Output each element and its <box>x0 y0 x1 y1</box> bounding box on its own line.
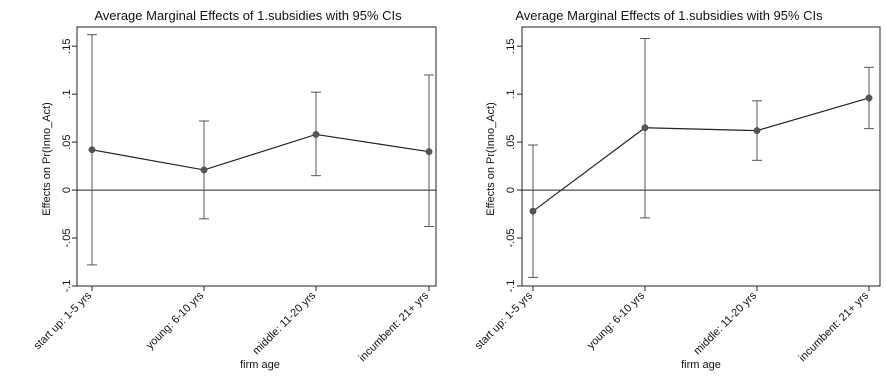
data-point <box>865 94 873 102</box>
data-point <box>88 146 96 154</box>
x-axis-label: firm age <box>681 359 721 371</box>
y-tick-label: 0 <box>505 187 517 193</box>
y-tick-label: -.05 <box>61 229 73 248</box>
chart-title: Average Marginal Effects of 1.subsidies … <box>94 8 402 23</box>
x-axis-label: firm age <box>240 359 280 371</box>
y-tick-label: 0 <box>61 187 73 193</box>
data-point <box>200 166 208 174</box>
chart-right: Average Marginal Effects of 1.subsidies … <box>473 8 881 371</box>
data-point <box>425 148 433 156</box>
y-tick-label: .1 <box>505 90 517 99</box>
plot-area <box>76 26 437 287</box>
y-tick-label: .15 <box>61 39 73 54</box>
plot-marks <box>77 34 436 266</box>
y-axis-label: Effects on Pr(Inno_Act) <box>485 102 497 216</box>
chart-left: Average Marginal Effects of 1.subsidies … <box>32 8 437 371</box>
x-tick-label: middle: 11-20 yrs <box>251 289 319 357</box>
chart-title: Average Marginal Effects of 1.subsidies … <box>515 8 823 23</box>
x-tick-label: start up: 1-5 yrs <box>473 289 536 352</box>
x-axis: start up: 1-5 yrs young: 6-10 yrs middle: … <box>32 286 432 364</box>
y-tick-label: .05 <box>505 134 517 149</box>
series-line <box>91 133 430 171</box>
plot-marks <box>522 38 880 278</box>
series-line <box>532 97 870 212</box>
y-tick-label: -.1 <box>505 280 517 293</box>
y-tick-label: -.1 <box>61 280 73 293</box>
x-tick-label: young: 6-10 yrs <box>144 289 206 351</box>
y-tick-label: .1 <box>61 90 73 99</box>
y-axis: -.1 -.05 0 .05 .1 .15 <box>505 39 522 293</box>
y-tick-label: .05 <box>61 134 73 149</box>
x-tick-label: middle: 11-20 yrs <box>692 289 760 357</box>
x-tick-label: incumbent: 21+ yrs <box>357 289 432 364</box>
y-axis-label: Effects on Pr(Inno_Act) <box>41 102 53 216</box>
y-tick-label: .15 <box>505 39 517 54</box>
data-point <box>312 130 320 138</box>
data-point <box>753 127 761 135</box>
plot-area <box>521 26 881 287</box>
data-point <box>641 124 649 132</box>
x-tick-label: young: 6-10 yrs <box>585 289 647 351</box>
x-axis: start up: 1-5 yrs young: 6-10 yrs middle: … <box>473 286 872 364</box>
y-axis: -.1 -.05 0 .05 .1 .15 <box>61 39 77 293</box>
x-tick-label: incumbent: 21+ yrs <box>797 289 872 364</box>
data-point <box>529 207 537 215</box>
y-tick-label: -.05 <box>505 229 517 248</box>
x-tick-label: start up: 1-5 yrs <box>32 289 95 352</box>
